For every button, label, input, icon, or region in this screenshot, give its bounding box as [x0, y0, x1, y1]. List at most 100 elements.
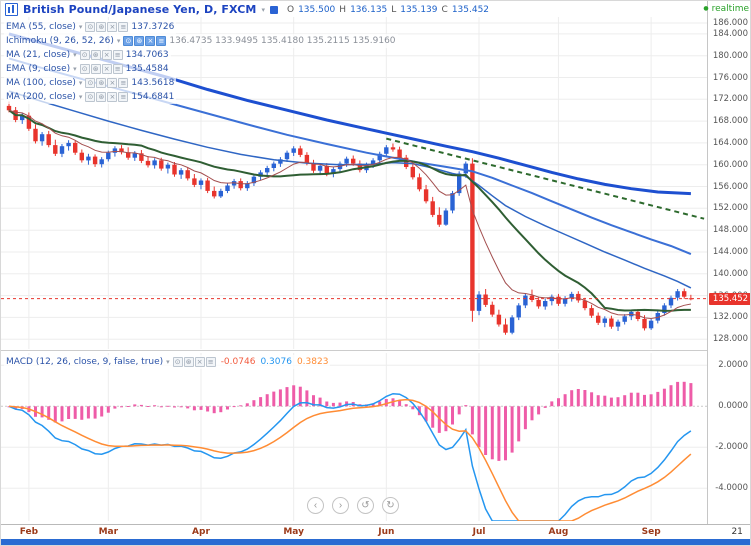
open-value: 135.500 [298, 4, 336, 15]
more-icon[interactable]: ≡ [112, 50, 123, 60]
high-key: H [339, 4, 347, 15]
close-value: 135.452 [451, 4, 490, 15]
more-icon[interactable]: ≡ [112, 64, 123, 74]
delete-icon[interactable]: × [107, 92, 118, 102]
indicator-name[interactable]: MA (21, close) [6, 50, 71, 60]
settings-icon[interactable]: ⊛ [134, 36, 145, 46]
macd-chart[interactable] [1, 353, 707, 522]
eye-icon[interactable]: ⊙ [79, 50, 90, 60]
indicator-name[interactable]: MA (200, close) [6, 92, 76, 102]
settings-icon[interactable]: ⊛ [183, 357, 194, 367]
time-axis-label: May [283, 527, 304, 537]
time-axis-label: Jun [378, 527, 395, 537]
legend-row-macd: MACD (12, 26, close, 9, false, true) ▾ ⊙… [4, 355, 331, 369]
more-icon[interactable]: ≡ [156, 36, 167, 46]
current-price-tag: 135.452 [709, 292, 750, 305]
price-axis-label: 184.000 [712, 28, 748, 39]
scroll-left-button[interactable]: ‹ [307, 497, 324, 514]
chart-type-icon[interactable] [5, 3, 18, 16]
more-icon[interactable]: ≡ [205, 357, 216, 367]
chevron-down-icon[interactable]: ▾ [116, 37, 121, 45]
indicator-name[interactable]: MA (100, close) [6, 78, 76, 88]
refresh-button[interactable]: ↻ [382, 497, 399, 514]
delete-icon[interactable]: × [101, 50, 112, 60]
realtime-status: ● realtime [703, 4, 749, 14]
symbol-title[interactable]: British Pound/Japanese Yen, D, FXCM [23, 3, 257, 16]
settings-icon[interactable]: ⊛ [96, 92, 107, 102]
realtime-dot-icon: ● [703, 5, 709, 12]
chevron-down-icon[interactable]: ▾ [73, 65, 77, 73]
chevron-down-icon[interactable]: ▾ [261, 5, 265, 14]
delete-icon[interactable]: × [145, 36, 156, 46]
indicator-value: 154.6841 [131, 92, 175, 102]
more-icon[interactable]: ≡ [118, 92, 129, 102]
low-key: L [391, 4, 397, 15]
scroll-right-button[interactable]: › [332, 497, 349, 514]
eye-icon[interactable]: ⊙ [85, 78, 96, 88]
delete-icon[interactable]: × [101, 64, 112, 74]
price-axis-label: 168.000 [712, 116, 748, 127]
eye-icon[interactable]: ⊙ [172, 357, 183, 367]
price-axis-label: 186.000 [712, 17, 748, 28]
legend-row-ma200: MA (200, close) ▾ ⊙ ⊛ × ≡ 154.6841 [4, 90, 177, 104]
price-axis-label: 128.000 [712, 334, 748, 345]
time-axis-label: 21 [731, 527, 743, 537]
more-icon[interactable]: ≡ [118, 78, 129, 88]
time-axis-label: Jul [472, 527, 486, 537]
settings-icon[interactable]: ⊛ [96, 78, 107, 88]
time-axis[interactable]: Feb Mar Apr May Jun Jul Aug Sep 21 [1, 524, 750, 539]
chevron-down-icon[interactable]: ▾ [166, 358, 170, 366]
macd-axis-label: -4.0000 [715, 483, 748, 494]
price-axis-label: 160.000 [712, 159, 748, 170]
time-axis-label: Feb [19, 527, 39, 537]
legend-row-ma100: MA (100, close) ▾ ⊙ ⊛ × ≡ 143.5618 [4, 76, 177, 90]
price-axis-label: 144.000 [712, 246, 748, 257]
delete-icon[interactable]: × [107, 22, 118, 32]
price-axis-label: 164.000 [712, 137, 748, 148]
time-axis-label: Aug [548, 527, 569, 537]
high-value: 136.135 [350, 4, 388, 15]
time-axis-label: Mar [98, 527, 119, 537]
macd-hist-value: -0.0746 [220, 357, 256, 367]
eye-icon[interactable]: ⊙ [85, 92, 96, 102]
delete-icon[interactable]: × [194, 357, 205, 367]
macd-axis-label: 0.0000 [718, 401, 748, 412]
indicator-value: 137.3726 [131, 22, 175, 32]
settings-icon[interactable]: ⊛ [90, 50, 101, 60]
series-style-icon[interactable] [269, 5, 278, 14]
indicator-name[interactable]: EMA (55, close) [6, 22, 76, 32]
reset-view-button[interactable]: ↺ [357, 497, 374, 514]
low-value: 135.139 [400, 4, 438, 15]
time-axis-label: Sep [641, 527, 661, 537]
delete-icon[interactable]: × [107, 78, 118, 88]
eye-icon[interactable]: ⊙ [123, 36, 134, 46]
settings-icon[interactable]: ⊛ [96, 22, 107, 32]
chevron-down-icon[interactable]: ▾ [78, 93, 83, 101]
macd-axis-label: -2.0000 [715, 442, 748, 453]
price-axis[interactable]: ● realtime 186.000 184.000 180.000 176.000 1… [703, 1, 750, 524]
macd-line-value: 0.3076 [260, 357, 292, 367]
indicator-legend: EMA (55, close) ▾ ⊙ ⊛ × ≡ 137.3726 Ichimoku… [4, 20, 398, 104]
realtime-label: realtime [711, 4, 749, 14]
eye-icon[interactable]: ⊙ [85, 22, 96, 32]
indicator-name[interactable]: MACD (12, 26, close, 9, false, true) [6, 357, 164, 367]
indicator-value: 136.4735 133.9495 135.4180 135.2115 135.… [169, 36, 396, 46]
close-key: C [441, 4, 448, 15]
chevron-down-icon[interactable]: ▾ [78, 79, 83, 87]
settings-icon[interactable]: ⊛ [90, 64, 101, 74]
indicator-value: 135.4584 [125, 64, 169, 74]
legend-row-ema55: EMA (55, close) ▾ ⊙ ⊛ × ≡ 137.3726 [4, 20, 177, 34]
price-axis-label: 156.000 [712, 181, 748, 192]
panel-divider[interactable] [1, 350, 750, 351]
indicator-name[interactable]: EMA (9, close) [6, 64, 71, 74]
price-axis-label: 132.000 [712, 312, 748, 323]
indicator-value: 134.7063 [125, 50, 169, 60]
indicator-name[interactable]: Ichimoku (9, 26, 52, 26) [6, 36, 114, 46]
more-icon[interactable]: ≡ [118, 22, 129, 32]
chart-nav: ‹ › ↺ ↻ [307, 497, 399, 514]
price-axis-label: 180.000 [712, 50, 748, 61]
chevron-down-icon[interactable]: ▾ [78, 23, 83, 31]
chevron-down-icon[interactable]: ▾ [73, 51, 77, 59]
eye-icon[interactable]: ⊙ [79, 64, 90, 74]
